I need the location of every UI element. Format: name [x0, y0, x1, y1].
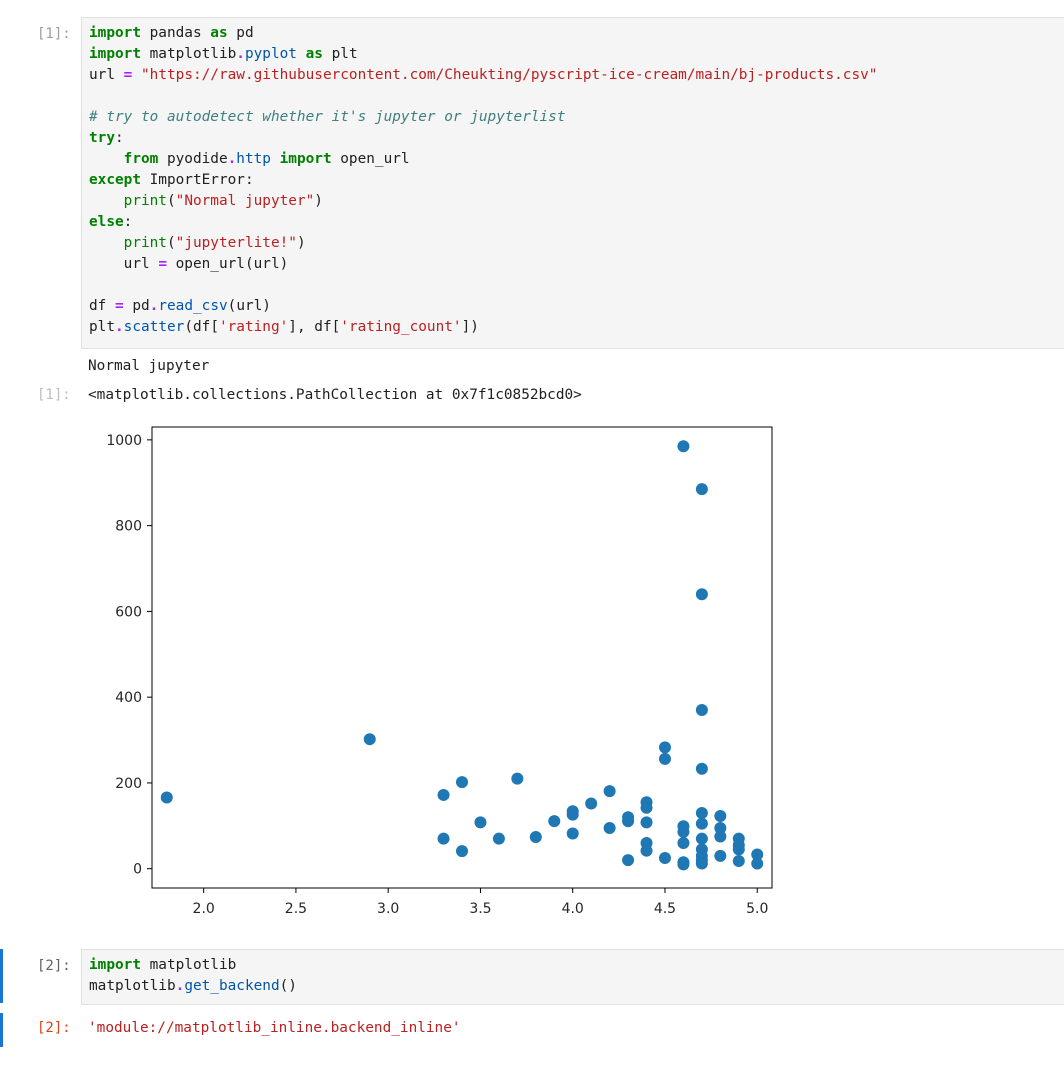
scatter-point [695, 704, 708, 717]
scatter-point [658, 741, 671, 754]
y-tick-label: 200 [115, 776, 142, 792]
code-line: url = "https://raw.githubusercontent.com… [89, 67, 878, 83]
result-output: <matplotlib.collections.PathCollection a… [88, 387, 582, 403]
scatter-point [603, 821, 616, 834]
y-tick-label: 400 [115, 690, 142, 706]
scatter-point [640, 844, 653, 857]
y-tick-label: 0 [133, 862, 142, 878]
scatter-point [751, 848, 764, 861]
x-tick-label: 2.0 [193, 901, 215, 917]
code-line: import matplotlib.pyplot as plt [89, 46, 358, 62]
scatter-point [732, 843, 745, 856]
scatter-point [474, 816, 487, 829]
x-tick-label: 2.5 [285, 901, 307, 917]
scatter-point [658, 752, 671, 765]
code-line: import pandas as pd [89, 25, 254, 41]
cell-active-indicator [0, 949, 3, 1003]
input-prompt: [1]: [37, 26, 71, 42]
scatter-point [695, 857, 708, 870]
x-tick-label: 5.0 [746, 901, 768, 917]
scatter-point [456, 776, 468, 789]
code-line: else: [89, 214, 133, 230]
code-line: try: [89, 130, 124, 146]
scatter-point [622, 815, 635, 828]
code-line: from pyodide.http import open_url [123, 151, 410, 167]
code-line: df = pd.read_csv(url) [89, 298, 271, 314]
scatter-point [677, 858, 690, 871]
code-line: print("jupyterlite!") [123, 235, 306, 251]
scatter-point [492, 832, 505, 845]
scatter-point [640, 816, 653, 829]
code-editor[interactable]: import pandas as pd import matplotlib.py… [81, 17, 1064, 349]
cell-active-indicator [0, 1013, 3, 1047]
scatter-point [732, 854, 745, 867]
scatter-point [677, 825, 690, 838]
scatter-point [677, 440, 690, 453]
scatter-point [714, 830, 727, 843]
scatter-plot: 2.0 2.5 3.0 3.5 4.0 4.5 5.0 0 200 400 600 800 1000 [106, 426, 773, 917]
input-prompt: [2]: [37, 958, 71, 974]
code-editor[interactable]: import matplotlib matplotlib.get_backend… [81, 949, 1064, 1005]
scatter-point [695, 588, 708, 601]
scatter-point [714, 809, 727, 822]
scatter-point [695, 817, 708, 830]
scatter-point [437, 788, 450, 801]
scatter-point [695, 806, 708, 819]
y-tick-label: 600 [115, 604, 142, 620]
code-line: except ImportError: [89, 172, 254, 188]
x-tick-label: 3.0 [377, 901, 399, 917]
x-tick-label: 4.5 [654, 901, 676, 917]
y-tick-label: 800 [115, 519, 142, 535]
scatter-point [695, 832, 708, 845]
code-line: plt.scatter(df['rating'], df['rating_cou… [89, 319, 479, 335]
scatter-point [640, 801, 653, 814]
scatter-point [363, 733, 376, 746]
scatter-point [751, 857, 764, 870]
code-line: url = open_url(url) [89, 256, 289, 272]
output-prompt: [2]: [37, 1020, 71, 1036]
result-output: 'module://matplotlib_inline.backend_inli… [88, 1020, 461, 1036]
scatter-point [695, 762, 708, 775]
plot-axes-frame [151, 426, 773, 889]
code-line: print("Normal jupyter") [123, 193, 323, 209]
output-prompt: [1]: [37, 387, 71, 403]
scatter-point [548, 815, 561, 828]
y-tick-label: 1000 [106, 433, 142, 449]
code-line: import matplotlib [89, 957, 237, 973]
scatter-point [658, 851, 671, 864]
stdout-output: Normal jupyter [88, 358, 210, 374]
scatter-point [566, 827, 579, 840]
scatter-point [585, 797, 598, 810]
scatter-point [622, 854, 635, 867]
scatter-point [456, 845, 468, 858]
scatter-point [695, 483, 708, 496]
scatter-point [566, 808, 579, 821]
scatter-point [160, 791, 173, 804]
scatter-point [437, 832, 450, 845]
scatter-point [511, 772, 524, 785]
scatter-point [529, 830, 542, 843]
scatter-point [714, 849, 727, 862]
code-line: # try to autodetect whether it's jupyter… [89, 109, 566, 125]
code-line: matplotlib.get_backend() [89, 978, 297, 994]
scatter-point [603, 785, 616, 798]
scatter-point [714, 821, 727, 834]
x-tick-label: 4.0 [562, 901, 584, 917]
x-tick-label: 3.5 [469, 901, 491, 917]
scatter-point [677, 836, 690, 849]
